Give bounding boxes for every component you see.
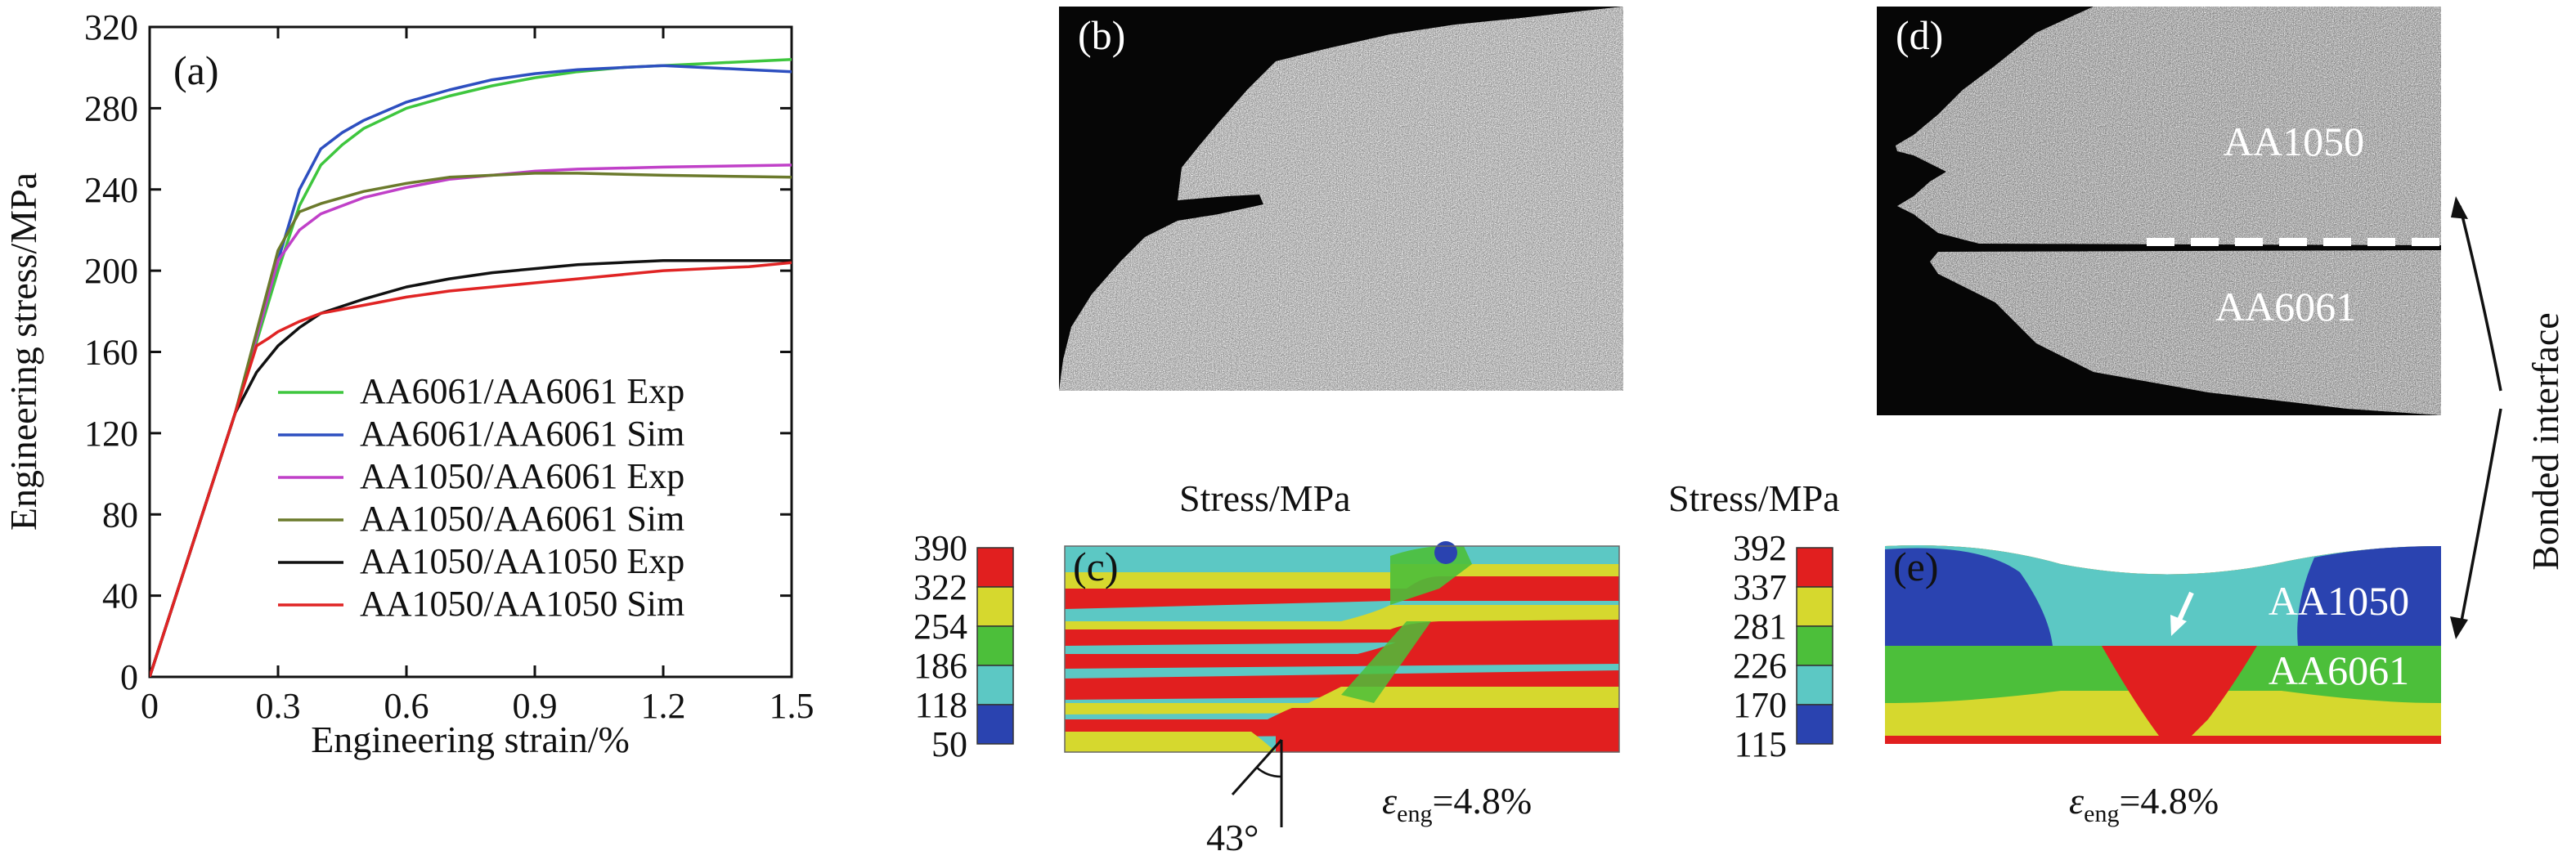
contour-plot-c — [1064, 541, 1620, 753]
arrow-down-line — [2458, 408, 2502, 630]
scale-swatch-3 — [976, 665, 1014, 705]
panel-label-d: (d) — [1896, 12, 1943, 58]
x-axis-ticks: 0 0.3 0.6 0.9 1.2 1.5 — [141, 27, 815, 726]
scale-value-1: 322 — [913, 567, 967, 607]
y-tick-label: 280 — [84, 88, 138, 128]
panel-label-c: (c) — [1073, 544, 1119, 589]
bonded-interface-annotation: Bonded interface — [2450, 196, 2566, 639]
panel-label-e: (e) — [1893, 544, 1939, 589]
y-tick-label: 0 — [120, 657, 138, 697]
arrow-up-head — [2451, 196, 2468, 219]
x-tick-label: 0.9 — [513, 686, 558, 726]
stress-strain-chart: 0 40 80 120 160 200 240 280 320 0 0.3 0.6 0.9 1.2 1.5… — [2, 7, 815, 760]
scale-swatch-4 — [1796, 704, 1833, 745]
y-tick-label: 120 — [84, 414, 138, 454]
x-tick-label: 1.5 — [770, 686, 815, 726]
material-label-aa6061-e: AA6061 — [2269, 647, 2409, 693]
scale-swatch-0 — [976, 547, 1014, 588]
y-tick-label: 200 — [84, 251, 138, 291]
scale-value-3: 186 — [913, 646, 967, 686]
scale-swatch-1 — [1796, 586, 1833, 627]
scale-title-c: Stress/MPa — [1179, 477, 1351, 519]
y-tick-label: 160 — [84, 333, 138, 373]
scale-swatch-4 — [976, 704, 1014, 745]
scale-value-2: 281 — [1733, 607, 1787, 647]
scale-value-3: 226 — [1733, 646, 1787, 686]
scale-value-4: 118 — [915, 685, 967, 725]
contour-plot-e — [1885, 544, 2441, 744]
x-tick-label: 1.2 — [641, 686, 686, 726]
legend-entry-5: AA1050/AA1050 Sim — [360, 584, 684, 624]
panel-label-a: (a) — [173, 47, 219, 93]
x-tick-label: 0 — [141, 686, 159, 726]
y-axis-label: Engineering stress/MPa — [2, 172, 44, 531]
scale-value-5: 115 — [1735, 724, 1787, 764]
scale-value-4: 170 — [1733, 685, 1787, 725]
specimen-bottom-texture — [1930, 250, 2441, 415]
material-label-aa1050: AA1050 — [2224, 119, 2364, 164]
legend-entry-3: AA1050/AA6061 Sim — [360, 499, 684, 539]
photo-panel-b: (b) — [1059, 7, 1623, 391]
stress-arrow-head — [2170, 615, 2187, 636]
panel-label-b: (b) — [1078, 12, 1125, 58]
strain-label-c: εeng=4.8% — [1382, 780, 1532, 827]
angle-slant-line — [1231, 738, 1283, 796]
y-tick-label: 40 — [102, 576, 138, 616]
legend-entry-0: AA6061/AA6061 Exp — [360, 371, 684, 411]
strain-label-e: εeng=4.8% — [2069, 780, 2219, 827]
series-line-4 — [150, 258, 792, 677]
specimen-texture — [1059, 7, 1623, 391]
scale-swatch-2 — [1796, 625, 1833, 666]
arrow-down-head — [2450, 616, 2468, 639]
y-tick-label: 320 — [84, 7, 138, 47]
series-line-5 — [150, 261, 792, 677]
material-label-aa6061: AA6061 — [2215, 284, 2356, 329]
scale-value-5: 50 — [931, 724, 967, 764]
legend-entry-4: AA1050/AA1050 Exp — [360, 541, 684, 581]
photo-panel-d: (d) AA1050 AA6061 — [1877, 7, 2441, 415]
y-tick-label: 240 — [84, 170, 138, 210]
scale-swatch-3 — [1796, 665, 1833, 705]
legend-entry-1: AA6061/AA6061 Sim — [360, 414, 684, 454]
scale-value-0: 390 — [913, 528, 967, 568]
scale-swatch-2 — [976, 625, 1014, 666]
specimen-top-texture — [1896, 7, 2441, 245]
material-label-aa1050-e: AA1050 — [2269, 578, 2409, 624]
scale-swatch-1 — [976, 586, 1014, 627]
x-axis-label: Engineering strain/% — [311, 719, 630, 760]
x-tick-label: 0.6 — [384, 686, 429, 726]
legend-entry-2: AA1050/AA6061 Exp — [360, 456, 684, 496]
arrow-up-line — [2458, 205, 2502, 392]
series-lines — [150, 58, 792, 677]
scale-value-2: 254 — [913, 607, 967, 647]
scale-swatch-0 — [1796, 547, 1833, 588]
y-axis-ticks: 0 40 80 120 160 200 240 280 320 — [84, 7, 792, 697]
y-tick-label: 80 — [102, 495, 138, 535]
x-tick-label: 0.3 — [256, 686, 301, 726]
bonded-interface-label: Bonded interface — [2524, 312, 2566, 570]
angle-label: 43° — [1206, 817, 1259, 858]
scale-value-0: 392 — [1733, 528, 1787, 568]
angle-arc — [1256, 767, 1282, 778]
scale-value-1: 337 — [1733, 567, 1787, 607]
scale-title-e: Stress/MPa — [1668, 477, 1840, 519]
